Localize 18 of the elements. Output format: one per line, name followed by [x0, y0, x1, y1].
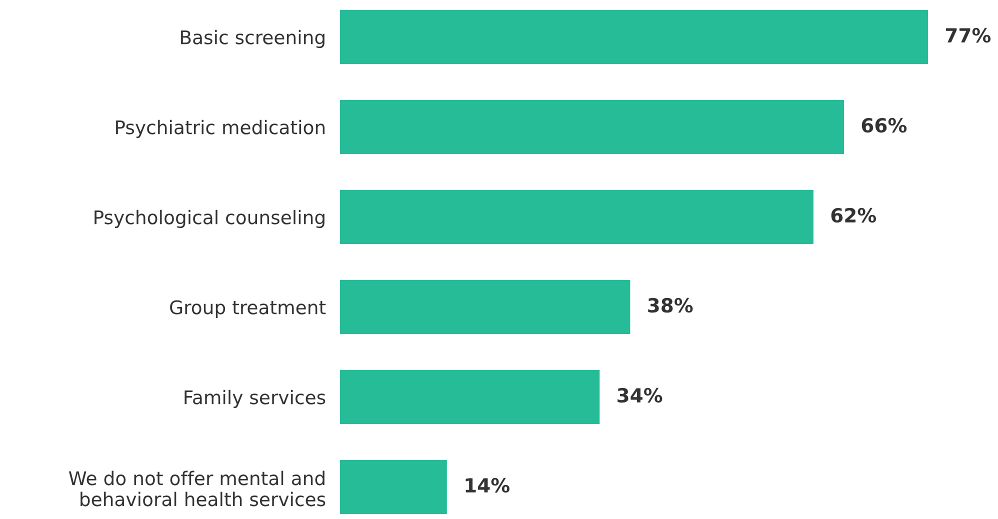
data-label: 14% — [466, 478, 510, 493]
bar — [340, 280, 630, 334]
y-tick-label: Psychological counseling — [94, 210, 324, 228]
bar — [340, 100, 844, 154]
bar — [340, 370, 600, 424]
y-tick-label: Basic screening — [181, 30, 324, 48]
bar — [340, 10, 928, 64]
y-tick-label: Psychiatric medication — [116, 120, 325, 138]
data-label: 62% — [831, 208, 876, 223]
y-tick-label: Family services — [184, 390, 326, 408]
data-label: 34% — [618, 388, 662, 403]
data-label: 38% — [648, 298, 693, 313]
bar — [340, 460, 447, 514]
bar — [340, 190, 814, 244]
data-label: 77% — [946, 28, 991, 43]
data-label: 66% — [862, 118, 907, 133]
y-tick-label: We do not offer mental and behavioral health services — [68, 470, 326, 506]
y-tick-label: Group treatment — [170, 300, 326, 318]
